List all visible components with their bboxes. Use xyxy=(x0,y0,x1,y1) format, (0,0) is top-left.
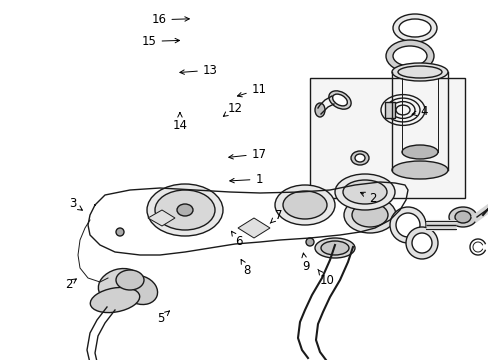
Ellipse shape xyxy=(350,151,368,165)
Text: 2: 2 xyxy=(360,192,376,204)
Text: 2: 2 xyxy=(64,278,76,291)
Ellipse shape xyxy=(448,207,476,227)
Ellipse shape xyxy=(334,174,394,210)
Ellipse shape xyxy=(328,91,350,109)
Ellipse shape xyxy=(274,185,334,225)
Ellipse shape xyxy=(116,228,124,236)
Ellipse shape xyxy=(354,154,364,162)
Ellipse shape xyxy=(147,184,223,236)
Polygon shape xyxy=(148,210,175,226)
Text: 11: 11 xyxy=(237,83,266,97)
Polygon shape xyxy=(238,218,269,238)
Ellipse shape xyxy=(391,63,447,81)
Ellipse shape xyxy=(342,180,386,204)
Text: 4: 4 xyxy=(411,105,427,118)
Text: 9: 9 xyxy=(301,253,309,273)
Ellipse shape xyxy=(320,241,348,255)
Ellipse shape xyxy=(395,213,419,237)
Text: 7: 7 xyxy=(269,209,282,223)
Ellipse shape xyxy=(90,287,140,312)
Text: 13: 13 xyxy=(180,64,217,77)
Ellipse shape xyxy=(98,269,142,301)
Ellipse shape xyxy=(314,238,354,258)
Text: 14: 14 xyxy=(172,113,187,132)
Ellipse shape xyxy=(314,103,325,117)
Ellipse shape xyxy=(283,191,326,219)
Ellipse shape xyxy=(343,197,395,233)
Ellipse shape xyxy=(401,145,437,159)
Ellipse shape xyxy=(305,238,313,246)
Ellipse shape xyxy=(454,211,470,223)
Text: 6: 6 xyxy=(231,231,242,248)
Text: 10: 10 xyxy=(317,269,333,287)
Text: 15: 15 xyxy=(142,35,179,48)
Bar xyxy=(384,102,394,118)
Ellipse shape xyxy=(122,275,157,305)
Ellipse shape xyxy=(332,94,346,106)
Ellipse shape xyxy=(405,227,437,259)
Ellipse shape xyxy=(116,270,143,290)
Text: 1: 1 xyxy=(229,173,263,186)
Ellipse shape xyxy=(398,19,430,37)
Ellipse shape xyxy=(392,14,436,42)
Ellipse shape xyxy=(177,204,193,216)
Ellipse shape xyxy=(411,233,431,253)
FancyBboxPatch shape xyxy=(309,78,464,198)
Ellipse shape xyxy=(351,203,387,227)
Ellipse shape xyxy=(392,46,426,66)
Text: 12: 12 xyxy=(223,102,242,116)
Text: 16: 16 xyxy=(151,13,189,26)
Text: 5: 5 xyxy=(156,311,169,325)
Ellipse shape xyxy=(389,207,425,243)
Ellipse shape xyxy=(385,40,433,72)
Text: 3: 3 xyxy=(68,197,82,210)
Ellipse shape xyxy=(155,190,215,230)
Text: 17: 17 xyxy=(228,148,266,161)
Ellipse shape xyxy=(391,161,447,179)
Text: 8: 8 xyxy=(241,260,250,276)
